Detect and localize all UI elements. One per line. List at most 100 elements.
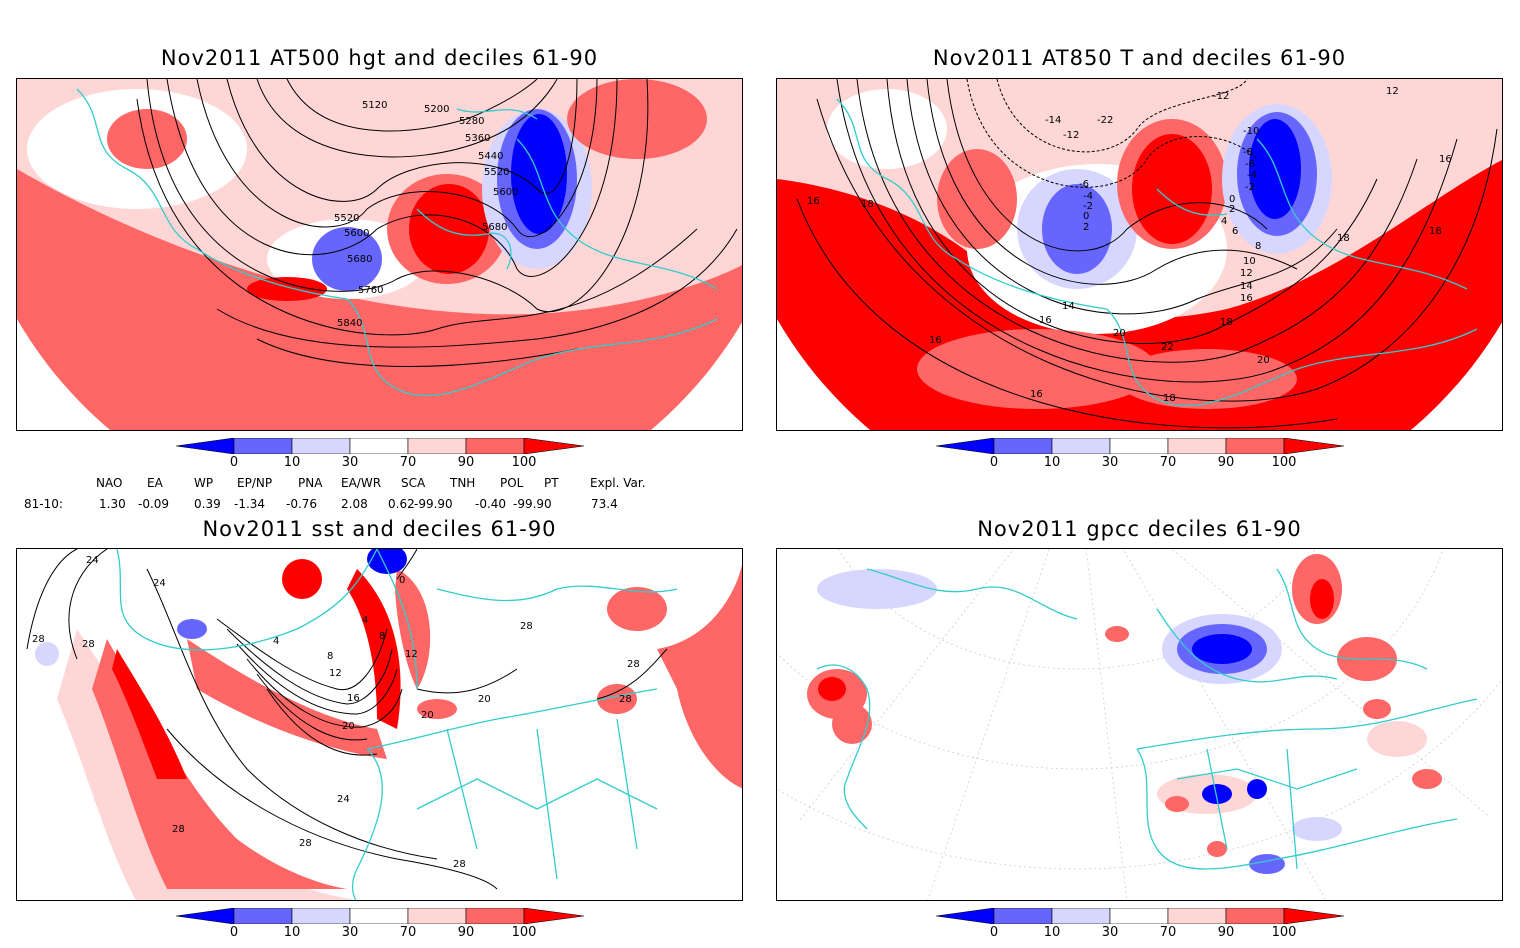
contour-label: 5120: [362, 100, 387, 111]
contour-label: 4: [1221, 216, 1227, 227]
colorbar-sst: 0 10 30 70 90 100: [176, 908, 596, 948]
contour-label: 16: [1039, 315, 1052, 326]
contour-label: 12: [329, 668, 342, 679]
index-header: PNA: [298, 476, 323, 490]
contour-label: -4: [1247, 170, 1257, 181]
colorbar-label: 100: [511, 925, 537, 940]
contour-label: 16: [1030, 389, 1043, 400]
colorbar-label: 100: [1271, 455, 1297, 470]
colorbar-label: 90: [1217, 925, 1235, 940]
colorbar-label: 90: [457, 455, 475, 470]
index-value: -99.90: [414, 497, 453, 511]
contour-label: 4: [273, 636, 279, 647]
contour-label: 20: [342, 721, 355, 732]
contour-label: 28: [520, 621, 533, 632]
contour-label: 16: [347, 693, 360, 704]
index-header: TNH: [450, 476, 476, 490]
contour-label: 22: [1161, 342, 1174, 353]
colorbar-label: 0: [989, 925, 999, 940]
index-header: Expl. Var.: [590, 476, 646, 490]
contour-label: 16: [1240, 293, 1253, 304]
contour-label: -6: [1245, 159, 1255, 170]
colorbar-hgt500: 0 10 30 70 90 100: [176, 438, 596, 478]
map-panel-gpcc: [776, 548, 1503, 901]
contour-label: 5360: [465, 133, 490, 144]
contour-label: 2: [1083, 222, 1089, 233]
contour-label: 20: [478, 694, 491, 705]
contour-label: 12: [1240, 268, 1253, 279]
contour-label: 20: [421, 710, 434, 721]
index-header: PT: [544, 476, 559, 490]
contour-label: 0: [1229, 194, 1235, 205]
contour-label: 12: [1386, 86, 1399, 97]
contour-label: 5600: [493, 187, 518, 198]
contour-label: 28: [32, 634, 45, 645]
index-value: -0.76: [286, 497, 318, 511]
contour-label: 5520: [334, 213, 359, 224]
contour-label: 24: [153, 578, 166, 589]
contour-label: 5200: [424, 104, 449, 115]
colorbar-label: 10: [1043, 925, 1061, 940]
contour-label: 20: [1113, 328, 1126, 339]
contour-label: -12: [1213, 91, 1229, 102]
index-value: 73.4: [591, 497, 618, 511]
contour-label: 5520: [484, 167, 509, 178]
contour-label: -10: [1243, 126, 1259, 137]
index-header: NAO: [96, 476, 123, 490]
contour-label: 4: [362, 615, 368, 626]
contour-label: 18: [1429, 226, 1442, 237]
index-row-label: 81-10:: [24, 497, 63, 511]
panel-title-gpcc: Nov2011 gpcc deciles 61-90: [977, 517, 1302, 541]
contour-label: 18: [861, 199, 874, 210]
colorbar-label: 10: [283, 925, 301, 940]
panel-title-hgt500: Nov2011 AT500 hgt and deciles 61-90: [160, 46, 599, 70]
contour-label: -2: [1083, 201, 1093, 212]
colorbar-label: 70: [399, 925, 417, 940]
index-value: 0.39: [194, 497, 221, 511]
colorbar-t850: 0 10 30 70 90 100: [936, 438, 1356, 478]
contour-label: 24: [337, 794, 350, 805]
panel-title-t850: Nov2011 AT850 T and deciles 61-90: [932, 46, 1347, 70]
map-panel-hgt500: 5120 5200 5280 5360 5440 5520 5600 5680 …: [16, 78, 743, 431]
contour-label: 28: [299, 838, 312, 849]
colorbar-label: 10: [283, 455, 301, 470]
contour-label: 5840: [337, 318, 362, 329]
contour-label: -12: [1063, 130, 1079, 141]
index-header: POL: [500, 476, 524, 490]
contour-label: -14: [1045, 115, 1061, 126]
contour-label: 28: [172, 824, 185, 835]
colorbar-label: 30: [341, 925, 359, 940]
contour-label: 8: [379, 631, 385, 642]
contour-label: 16: [1439, 154, 1452, 165]
colorbar-label: 0: [229, 455, 239, 470]
contour-label: 5600: [344, 228, 369, 239]
colorbar-label: 90: [457, 925, 475, 940]
index-value: 0.62: [388, 497, 415, 511]
colorbar-label: 90: [1217, 455, 1235, 470]
index-value: 2.08: [341, 497, 368, 511]
contour-label: 28: [82, 639, 95, 650]
contour-label: 12: [405, 649, 418, 660]
index-value: 1.30: [99, 497, 126, 511]
colorbar-label: 100: [511, 455, 537, 470]
index-header: EP/NP: [237, 476, 273, 490]
contour-label: 5280: [459, 116, 484, 127]
contour-label: 28: [453, 859, 466, 870]
contour-label: -8: [1243, 147, 1253, 158]
contour-label: 8: [1255, 241, 1261, 252]
contour-label: -4: [1083, 191, 1093, 202]
contour-label: 16: [929, 335, 942, 346]
contour-label: 5680: [347, 254, 372, 265]
contour-label: 5680: [482, 222, 507, 233]
contour-label: -22: [1097, 115, 1113, 126]
contour-label: 14: [1062, 301, 1075, 312]
index-header: WP: [194, 476, 214, 490]
index-value: -1.34: [234, 497, 266, 511]
map-panel-t850: -12 -14 -12 -22 -10 -8 -6 -4 -2 0 2 4 6 …: [776, 78, 1503, 431]
contour-label: 18: [1163, 393, 1176, 404]
index-value: -0.40: [475, 497, 507, 511]
contour-label: -6: [1079, 179, 1089, 190]
contour-label: -2: [1245, 182, 1255, 193]
contour-label: 28: [627, 659, 640, 670]
index-header: SCA: [401, 476, 426, 490]
